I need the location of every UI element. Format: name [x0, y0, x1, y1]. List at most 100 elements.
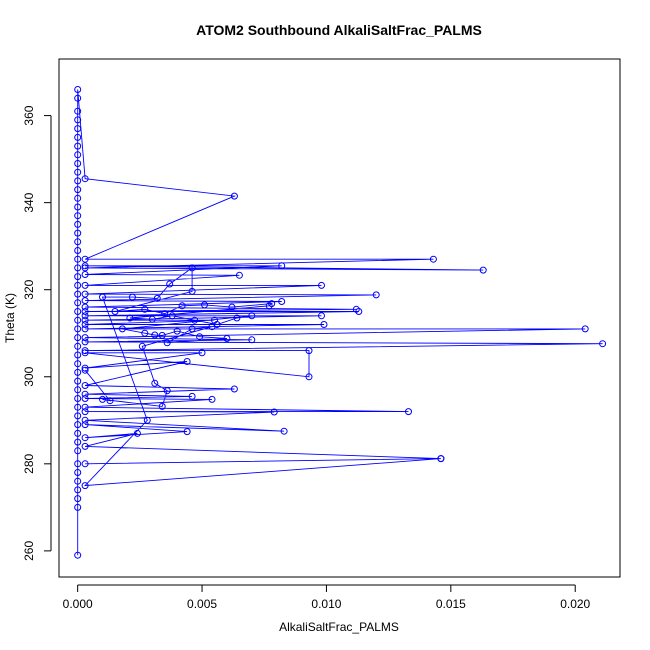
- data-point: [81, 321, 89, 328]
- data-point: [138, 342, 146, 350]
- data-point: [74, 495, 82, 503]
- data-point: [81, 338, 89, 346]
- data-point: [223, 335, 231, 342]
- plot-frame: [58, 58, 621, 578]
- data-point: [208, 323, 216, 331]
- data-point: [74, 438, 82, 446]
- data-point: [74, 160, 82, 167]
- data-point: [198, 349, 206, 357]
- y-tick-label: 320: [22, 279, 36, 299]
- data-point: [74, 316, 82, 324]
- data-point: [188, 264, 196, 272]
- data-point: [305, 347, 313, 355]
- data-point: [280, 427, 288, 435]
- data-point: [74, 368, 82, 376]
- data-point: [74, 264, 82, 272]
- data-point: [233, 314, 241, 322]
- data-point: [74, 229, 82, 237]
- data-point: [74, 247, 82, 254]
- data-point: [166, 280, 174, 288]
- x-axis: 0.000 0.005 0.010 0.015 0.020: [63, 584, 591, 611]
- data-point: [178, 302, 186, 310]
- data-point: [81, 442, 89, 450]
- data-point: [81, 408, 89, 416]
- data-point: [183, 358, 191, 365]
- y-tick-label: 280: [22, 453, 36, 473]
- data-point: [228, 303, 236, 311]
- data-point: [74, 116, 82, 124]
- data-point: [163, 339, 171, 347]
- data-point: [81, 281, 89, 289]
- data-point: [74, 290, 82, 298]
- data-point: [118, 325, 126, 333]
- data-point: [74, 281, 82, 289]
- data-point: [81, 366, 89, 374]
- data-point: [81, 416, 89, 424]
- data-point: [81, 364, 89, 372]
- data-point: [196, 333, 204, 341]
- data-point: [81, 421, 89, 429]
- data-point: [74, 86, 82, 93]
- data-point: [188, 325, 196, 333]
- data-point: [173, 327, 181, 335]
- data-point: [81, 175, 89, 183]
- y-tick-label: 340: [22, 192, 36, 212]
- plot-area: [74, 86, 607, 559]
- data-point: [230, 192, 238, 200]
- data-point: [74, 469, 82, 476]
- data-point: [151, 379, 159, 387]
- data-point: [81, 349, 89, 357]
- x-tick-label: 0.005: [187, 597, 217, 611]
- data-point: [183, 428, 191, 436]
- y-tick-label: 300: [22, 366, 36, 386]
- series-line: [77, 89, 603, 556]
- data-point: [248, 336, 256, 344]
- data-point: [188, 392, 196, 400]
- data-point: [81, 347, 89, 355]
- data-point: [74, 447, 82, 455]
- y-tick-label: 360: [22, 105, 36, 125]
- data-point: [74, 255, 82, 263]
- data-point: [74, 412, 82, 420]
- data-point: [81, 334, 89, 342]
- data-point: [81, 395, 89, 402]
- data-point: [99, 293, 106, 301]
- data-point: [74, 133, 82, 141]
- data-point: [318, 312, 325, 320]
- data-point: [479, 266, 487, 274]
- data-point: [305, 373, 313, 381]
- data-point: [405, 408, 412, 416]
- data-point: [74, 299, 82, 307]
- data-point: [143, 416, 151, 424]
- data-point: [581, 325, 589, 333]
- y-axis: 260 280 300 320 340 360: [22, 105, 52, 561]
- data-point: [141, 329, 149, 337]
- data-point: [74, 212, 82, 220]
- data-point: [74, 477, 82, 485]
- data-point: [74, 460, 82, 468]
- data-point: [372, 291, 380, 299]
- data-point: [74, 334, 82, 342]
- data-point: [208, 395, 216, 403]
- data-point: [191, 316, 199, 324]
- x-tick-label: 0.020: [560, 597, 590, 611]
- data-point: [248, 312, 256, 320]
- data-point: [148, 315, 156, 323]
- data-point: [188, 287, 196, 295]
- data-point: [133, 429, 141, 437]
- data-point: [270, 408, 278, 416]
- data-point: [81, 264, 89, 272]
- data-point: [81, 403, 89, 411]
- data-point: [74, 351, 82, 359]
- data-point: [74, 168, 82, 176]
- data-point: [74, 503, 82, 511]
- data-point: [599, 340, 607, 348]
- data-point: [81, 312, 89, 320]
- chart-title: ATOM2 Southbound AlkaliSaltFrac_PALMS: [196, 22, 482, 38]
- data-point: [168, 312, 176, 320]
- data-point: [74, 308, 82, 315]
- data-point: [81, 303, 89, 311]
- data-point: [74, 94, 82, 102]
- data-point: [355, 308, 363, 315]
